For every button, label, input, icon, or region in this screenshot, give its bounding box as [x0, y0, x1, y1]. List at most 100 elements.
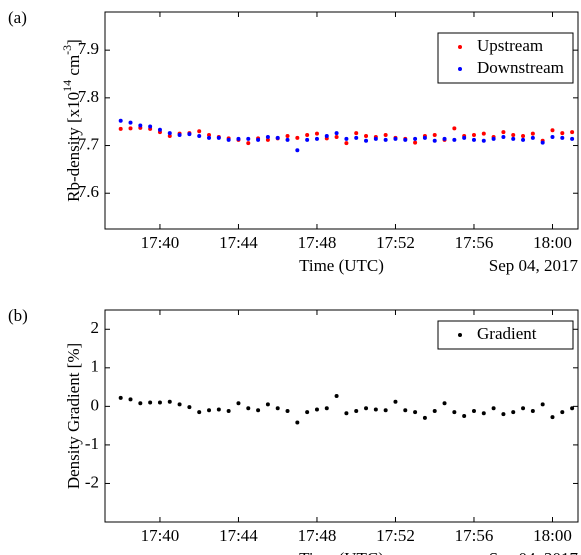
data-point: [118, 395, 123, 400]
y-tick-label: 7.8: [78, 87, 99, 106]
data-point: [167, 131, 172, 136]
x-tick-label: 17:56: [455, 526, 494, 545]
y-axis-label-part: -3: [60, 45, 74, 55]
data-point: [207, 135, 212, 140]
data-point: [285, 134, 290, 138]
data-point: [236, 136, 241, 141]
data-point: [128, 120, 133, 125]
panel-label: (b): [8, 306, 28, 325]
data-point: [246, 406, 251, 411]
data-point: [354, 408, 359, 413]
y-axis-label-part: ]: [64, 39, 83, 45]
data-point: [570, 130, 575, 135]
data-point: [344, 411, 349, 416]
x-tick-label: 17:48: [298, 233, 337, 252]
data-point: [550, 128, 555, 133]
data-point: [265, 134, 270, 139]
x-tick-label: 17:56: [455, 233, 494, 252]
data-point: [481, 411, 486, 416]
data-point: [246, 136, 251, 141]
data-point: [295, 135, 300, 140]
data-point: [324, 134, 329, 138]
data-point: [128, 397, 133, 402]
data-point: [364, 134, 369, 138]
data-point: [452, 137, 457, 142]
data-point: [354, 131, 359, 136]
data-point: [197, 134, 202, 138]
data-point: [187, 132, 192, 137]
data-point: [530, 408, 535, 413]
data-point: [373, 136, 378, 141]
y-axis-label-part: cm: [64, 55, 83, 80]
data-point: [187, 405, 192, 410]
data-point: [197, 410, 202, 415]
y-tick-label: 0: [91, 395, 100, 414]
legend-label: Downstream: [477, 58, 564, 77]
legend-label: Gradient: [477, 324, 537, 343]
data-point: [530, 135, 535, 140]
data-point: [265, 137, 270, 142]
data-point: [540, 140, 545, 145]
data-point: [314, 136, 319, 141]
data-point: [246, 141, 251, 146]
data-point: [422, 135, 427, 140]
data-point: [393, 136, 398, 141]
data-point: [344, 136, 349, 141]
data-point: [138, 401, 143, 406]
data-point: [442, 401, 447, 406]
data-point: [442, 136, 447, 141]
data-point: [314, 131, 319, 136]
data-point: [118, 118, 123, 123]
data-point: [226, 137, 231, 142]
y-tick-label: 7.9: [78, 39, 99, 58]
y-tick-label: -1: [85, 434, 99, 453]
legend-marker: [458, 45, 462, 49]
data-point: [481, 131, 486, 136]
y-tick-label: 2: [91, 318, 100, 337]
data-point: [295, 420, 300, 425]
data-point: [413, 136, 418, 141]
data-point: [295, 148, 300, 153]
data-point: [491, 406, 496, 411]
data-point: [334, 134, 339, 139]
data-point: [432, 408, 437, 413]
panel-label: (a): [8, 8, 27, 27]
legend-marker: [458, 67, 462, 71]
legend-label: Upstream: [477, 36, 543, 55]
x-tick-label: 17:52: [376, 233, 415, 252]
data-point: [560, 131, 565, 136]
data-point: [393, 399, 398, 404]
axes-box: [104, 11, 579, 230]
data-point: [550, 415, 555, 420]
x-axis-label: Time (UTC): [299, 256, 384, 275]
data-point: [167, 134, 172, 138]
data-point: [275, 406, 280, 411]
data-point: [364, 138, 369, 143]
y-axis-label-part: 14: [60, 80, 74, 92]
data-point: [413, 410, 418, 415]
data-point: [403, 408, 408, 413]
y-axis-label: Rb-density [x1014 cm-3]: [60, 39, 83, 202]
x-tick-label: 18:00: [533, 526, 572, 545]
data-point: [413, 140, 418, 145]
data-point: [511, 410, 516, 415]
y-tick-label: 7.7: [78, 134, 100, 153]
data-point: [275, 135, 280, 140]
date-label: Sep 04, 2017: [489, 549, 579, 555]
x-tick-label: 17:40: [141, 233, 180, 252]
data-point: [197, 129, 202, 134]
data-point: [432, 138, 437, 143]
x-tick-label: 17:48: [298, 526, 337, 545]
data-point: [305, 410, 310, 415]
data-point: [530, 131, 535, 136]
data-point: [236, 401, 241, 406]
x-axis-label: Time (UTC): [299, 549, 384, 555]
data-point: [157, 400, 162, 405]
data-point: [521, 406, 526, 411]
axes-box: [104, 309, 579, 523]
data-point: [373, 407, 378, 412]
data-point: [452, 410, 457, 415]
data-point: [462, 414, 467, 418]
data-point: [560, 135, 565, 140]
